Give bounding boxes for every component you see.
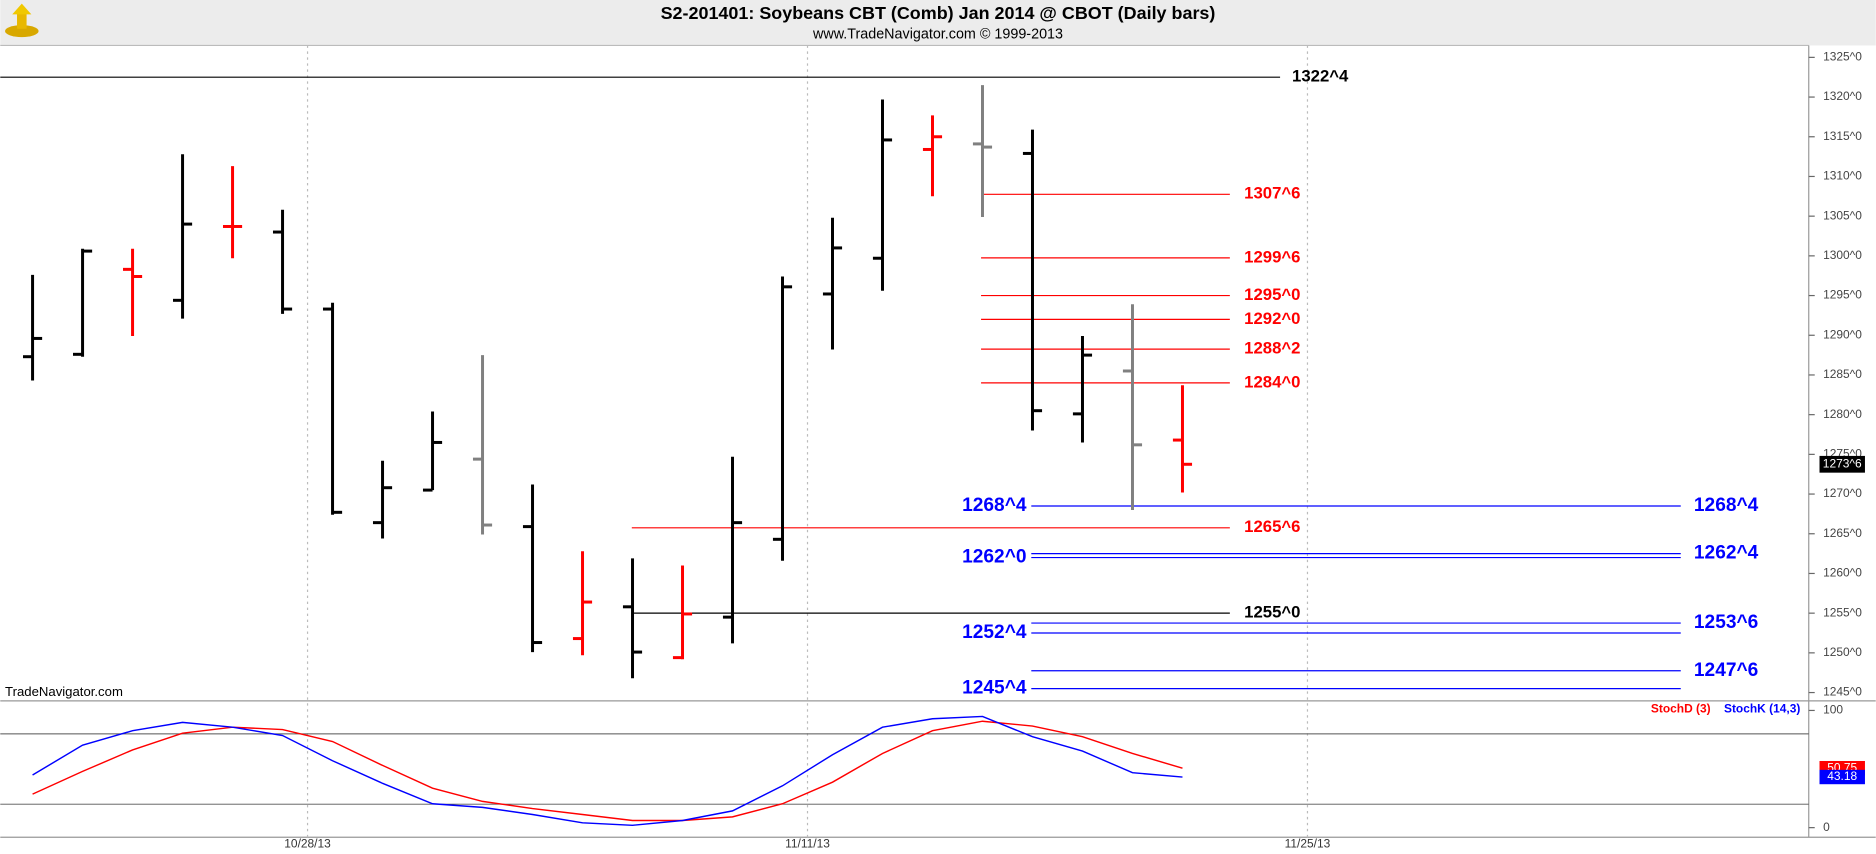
level-label: 1255^0 <box>1244 603 1300 622</box>
y-tick-label: 1300^0 <box>1823 248 1862 262</box>
y-tick-label: 1310^0 <box>1823 169 1862 183</box>
watermark: TradeNavigator.com <box>5 684 123 699</box>
level-label: 1262^4 <box>1694 543 1759 564</box>
y-tick-label: 100 <box>1823 703 1843 717</box>
level-label: 1295^0 <box>1244 285 1300 304</box>
level-label: 1307^6 <box>1244 184 1300 203</box>
level-label: 1252^4 <box>962 622 1027 643</box>
level-label: 1322^4 <box>1292 67 1349 86</box>
y-tick-label: 1250^0 <box>1823 645 1862 659</box>
logo <box>5 3 39 38</box>
last-value-box <box>1819 769 1865 785</box>
legend-label: StochD (3) <box>1651 701 1711 715</box>
stoch-line <box>32 715 1183 827</box>
last-price-box <box>1819 455 1865 473</box>
x-tick-label: 10/28/13 <box>284 837 331 851</box>
level-label: 1268^4 <box>1694 495 1759 516</box>
x-tick-label: 11/25/13 <box>1285 837 1331 851</box>
y-tick-label: 1260^0 <box>1823 566 1862 580</box>
y-tick-label: 1280^0 <box>1823 407 1862 421</box>
level-label: 1265^6 <box>1244 517 1300 536</box>
y-tick-label: 1315^0 <box>1823 129 1862 143</box>
last-price-label: 1273^6 <box>1823 456 1862 470</box>
last-value-label: 43.18 <box>1827 769 1857 783</box>
level-label: 1292^0 <box>1244 309 1300 328</box>
level-label: 1299^6 <box>1244 247 1300 266</box>
level-label: 1253^6 <box>1694 612 1758 633</box>
level-label: 1245^4 <box>962 678 1027 699</box>
y-tick-label: 1295^0 <box>1823 288 1862 302</box>
stoch-line <box>32 720 1183 822</box>
y-tick-label: 1320^0 <box>1823 89 1862 103</box>
y-tick-label: 1285^0 <box>1823 367 1862 381</box>
y-tick-label: 0 <box>1823 820 1830 834</box>
y-tick-label: 1265^0 <box>1823 526 1862 540</box>
x-tick-label: 11/11/13 <box>785 837 830 851</box>
level-label: 1247^6 <box>1694 660 1758 681</box>
chart-title: S2-201401: Soybeans CBT (Comb) Jan 2014 … <box>661 3 1216 23</box>
legend-label: StochK (14,3) <box>1724 701 1800 715</box>
level-label: 1288^2 <box>1244 339 1300 358</box>
y-tick-label: 1245^0 <box>1823 685 1862 699</box>
y-tick-label: 1325^0 <box>1823 50 1862 64</box>
header-background <box>0 0 1876 46</box>
level-label: 1262^0 <box>962 547 1026 568</box>
chart-subtitle: www.TradeNavigator.com © 1999-2013 <box>812 26 1063 42</box>
y-tick-label: 1305^0 <box>1823 208 1862 222</box>
level-label: 1268^4 <box>962 495 1027 516</box>
level-label: 1284^0 <box>1244 372 1300 391</box>
y-tick-label: 1290^0 <box>1823 327 1862 341</box>
y-tick-label: 1255^0 <box>1823 605 1862 619</box>
y-tick-label: 1270^0 <box>1823 486 1862 500</box>
